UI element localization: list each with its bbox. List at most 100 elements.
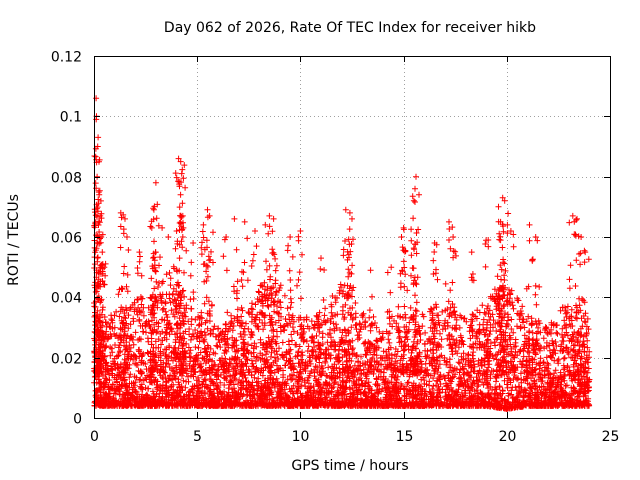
data-point xyxy=(229,327,236,334)
data-point xyxy=(100,372,106,379)
data-point xyxy=(238,304,245,311)
data-point xyxy=(271,384,278,391)
data-point xyxy=(108,312,115,319)
data-point xyxy=(358,377,365,384)
data-point xyxy=(195,344,202,351)
data-point xyxy=(402,311,409,318)
data-point xyxy=(217,379,224,386)
data-point xyxy=(430,383,437,389)
data-point xyxy=(271,298,278,305)
data-point xyxy=(419,323,426,330)
data-point xyxy=(229,386,235,393)
data-point xyxy=(405,379,412,386)
data-point xyxy=(456,324,463,331)
data-points xyxy=(91,95,593,412)
data-point xyxy=(168,307,175,314)
data-point xyxy=(455,344,462,351)
data-point xyxy=(151,285,158,292)
data-point xyxy=(283,320,290,327)
data-point xyxy=(386,339,393,346)
data-point xyxy=(482,311,489,317)
data-point xyxy=(554,330,561,337)
data-point xyxy=(362,380,369,387)
data-point xyxy=(166,295,173,302)
data-point xyxy=(245,326,252,332)
data-point xyxy=(562,371,568,378)
data-point xyxy=(137,294,144,300)
data-point xyxy=(284,322,291,329)
data-point xyxy=(188,321,195,328)
data-point xyxy=(211,323,218,330)
data-point xyxy=(450,336,457,343)
data-point xyxy=(427,305,434,312)
data-point xyxy=(373,324,380,331)
data-point xyxy=(180,377,187,384)
data-point xyxy=(288,376,295,383)
data-point xyxy=(187,347,194,354)
data-point xyxy=(540,359,547,366)
data-point xyxy=(432,301,439,308)
data-point xyxy=(360,310,367,317)
data-point xyxy=(352,300,359,306)
data-point xyxy=(296,343,303,350)
data-point xyxy=(305,343,312,350)
data-point xyxy=(509,302,516,309)
data-point xyxy=(140,312,147,319)
data-point xyxy=(279,339,286,346)
data-point xyxy=(136,335,143,342)
data-point xyxy=(234,319,241,326)
data-point xyxy=(354,336,361,343)
data-point xyxy=(561,354,568,361)
data-point xyxy=(121,351,128,358)
data-point xyxy=(535,324,542,331)
data-point xyxy=(449,301,456,307)
data-point xyxy=(552,350,559,357)
data-point xyxy=(455,359,462,366)
data-point xyxy=(479,302,486,309)
data-point xyxy=(280,323,287,330)
data-point xyxy=(195,313,202,320)
data-point xyxy=(328,309,335,316)
data-point xyxy=(563,382,570,389)
data-point xyxy=(421,341,428,348)
data-point xyxy=(269,327,275,334)
data-point xyxy=(333,364,340,371)
data-point xyxy=(493,306,500,313)
data-point xyxy=(406,319,413,326)
data-point xyxy=(288,299,295,306)
data-point xyxy=(510,329,517,336)
data-point xyxy=(366,314,373,321)
data-point xyxy=(503,320,510,327)
data-point xyxy=(162,300,169,307)
data-point xyxy=(288,331,295,338)
data-point xyxy=(562,383,569,389)
data-point xyxy=(508,287,515,294)
data-point xyxy=(436,389,443,396)
data-point xyxy=(584,337,591,344)
data-point xyxy=(144,349,151,356)
data-point xyxy=(281,292,288,299)
data-point xyxy=(373,352,380,359)
data-point xyxy=(460,350,467,357)
data-point xyxy=(325,364,332,371)
data-point xyxy=(273,375,280,382)
data-point xyxy=(336,287,343,294)
data-point xyxy=(563,321,570,328)
data-point xyxy=(417,337,424,343)
data-point xyxy=(539,378,546,384)
data-point xyxy=(332,379,338,385)
data-point xyxy=(159,382,166,388)
data-point xyxy=(540,335,547,342)
data-point xyxy=(273,328,280,335)
data-point xyxy=(403,333,410,340)
data-point xyxy=(561,322,568,329)
data-point xyxy=(537,329,544,336)
data-point xyxy=(519,303,526,310)
data-point xyxy=(510,305,517,312)
data-point xyxy=(380,348,387,355)
data-point xyxy=(457,332,464,339)
data-point xyxy=(452,371,459,378)
data-point xyxy=(338,334,345,341)
data-point xyxy=(127,371,134,378)
data-point xyxy=(163,291,170,298)
